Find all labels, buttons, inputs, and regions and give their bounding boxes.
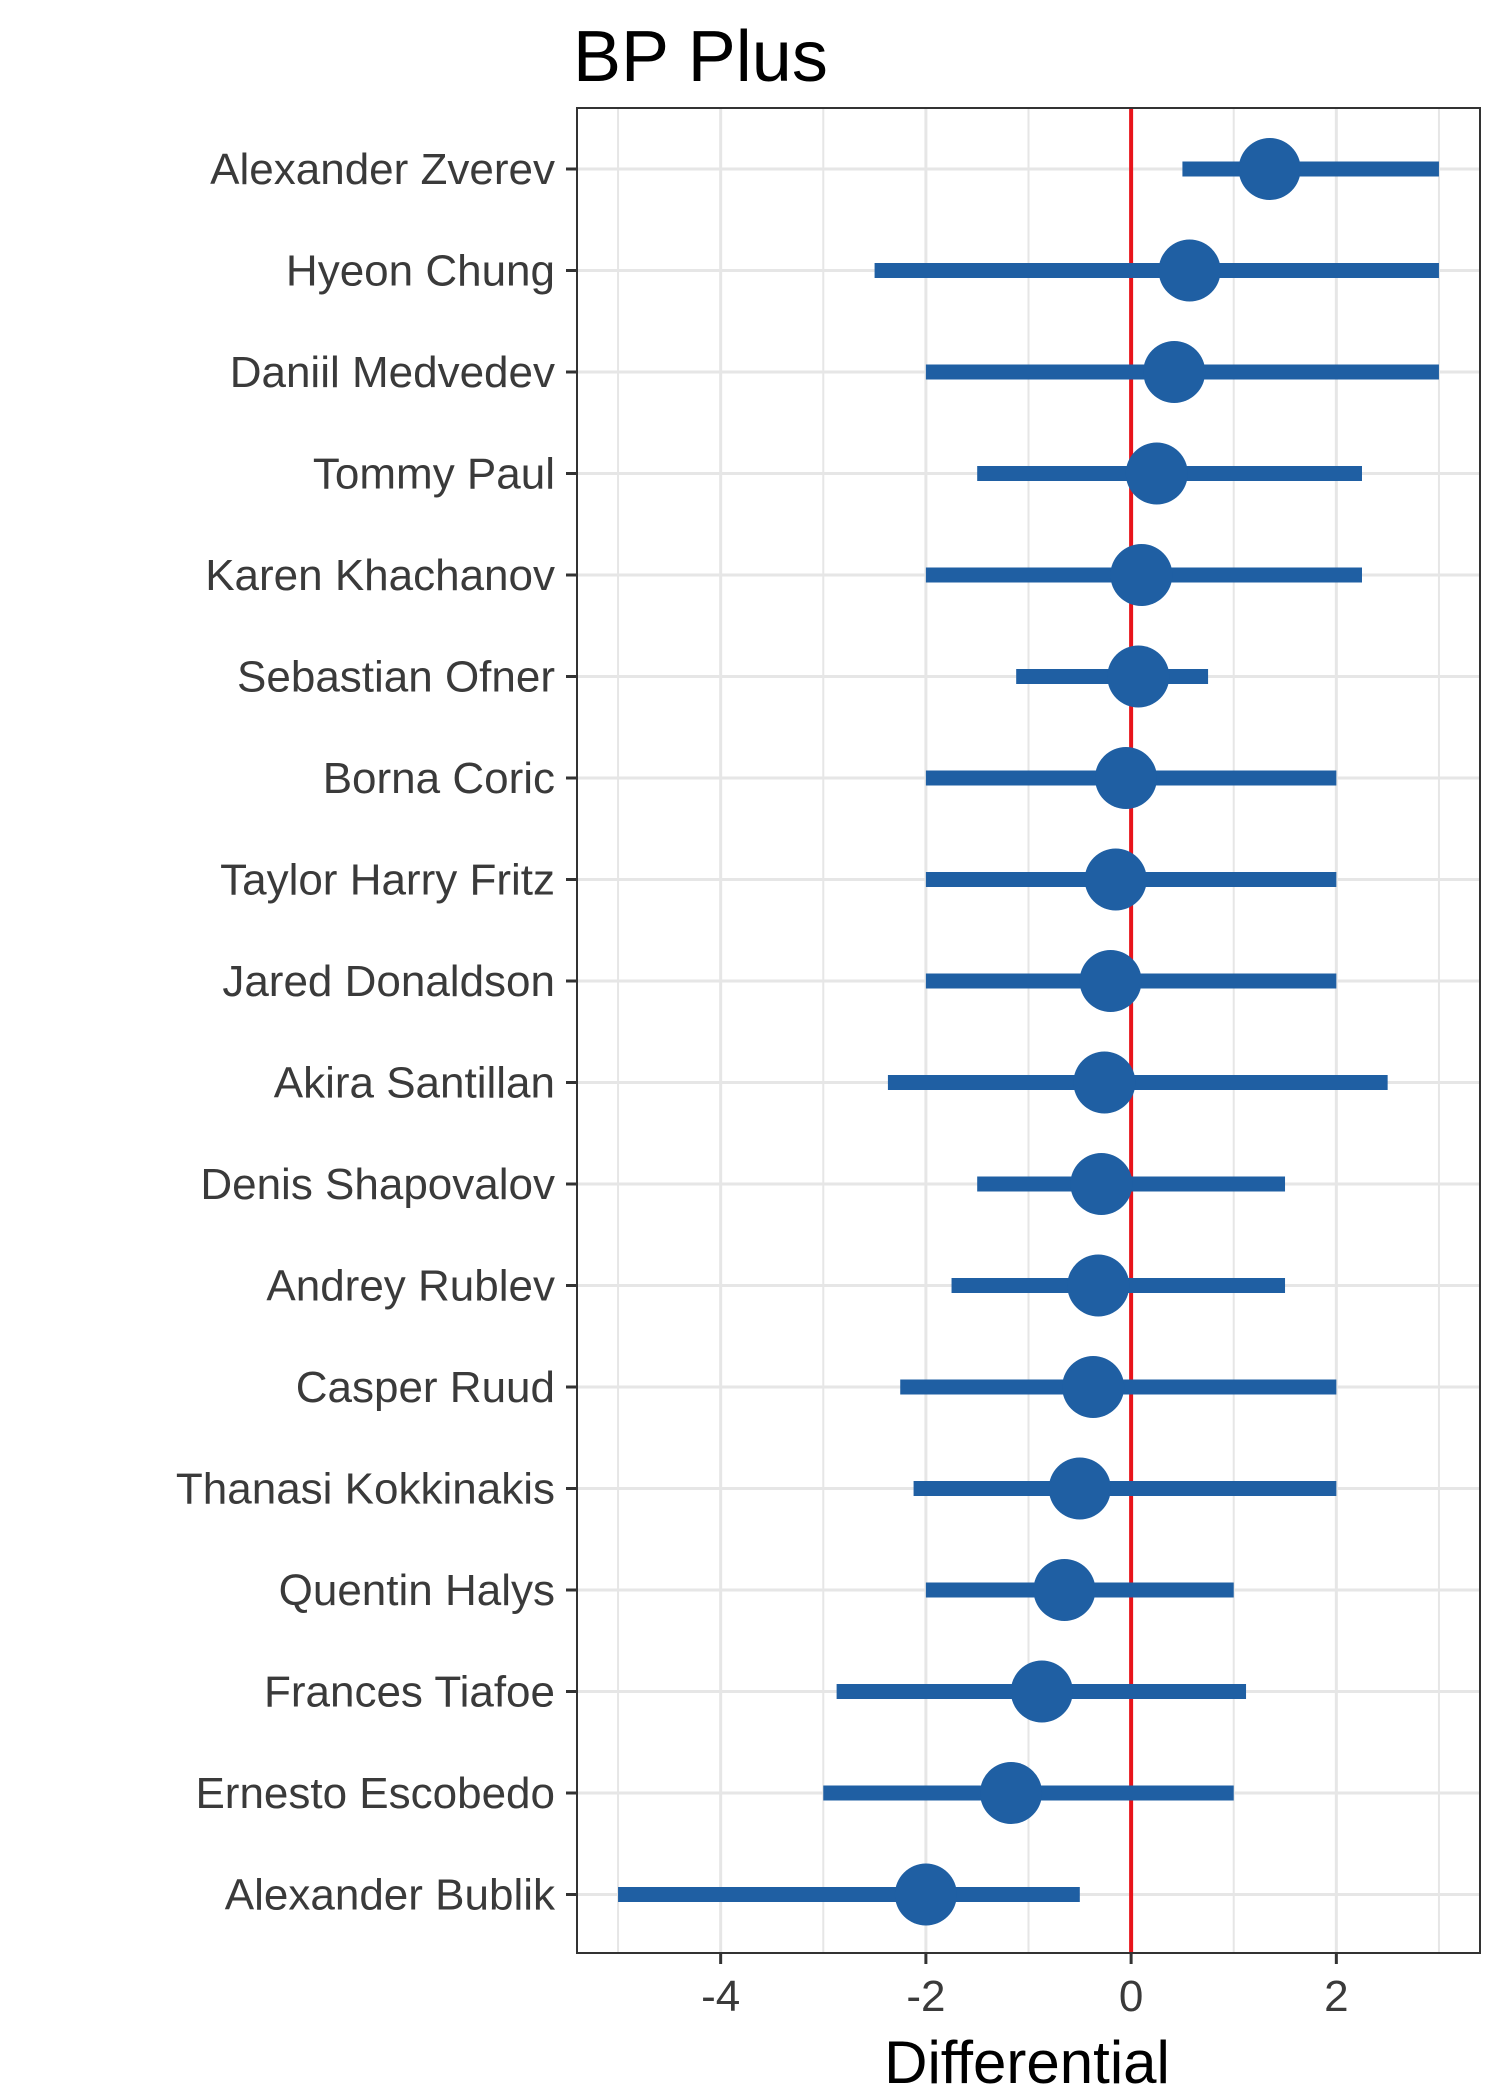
data-point [980,1762,1043,1824]
plot-area [576,107,1481,1954]
data-point [1010,1660,1073,1723]
y-tick-label: Alexander Bublik [225,1871,556,1920]
data-point [1033,1559,1096,1621]
data-point [1125,442,1188,505]
y-tick-label: Alexander Zverev [210,145,555,194]
y-tick-label: Ernesto Escobedo [195,1769,555,1818]
data-point [1062,1356,1125,1418]
y-tick-label: Andrey Rublev [266,1262,555,1311]
chart-title: BP Plus [573,17,828,97]
y-tick-label: Frances Tiafoe [264,1668,555,1717]
data-point [1073,1051,1136,1114]
y-tick-label: Borna Coric [323,754,555,803]
y-axis: Alexander Zverev Hyeon Chung Daniil Medved… [176,145,577,1920]
data-point [1094,747,1157,809]
x-tick-label: 0 [1119,1972,1143,2021]
data-point [1107,645,1170,708]
data-point [1238,138,1301,200]
x-tick-label: -2 [906,1972,945,2021]
y-tick-label: Sebastian Ofner [237,653,555,702]
y-tick-label: Karen Khachanov [205,551,555,600]
y-tick-label: Akira Santillan [274,1059,555,1108]
y-tick-label: Jared Donaldson [222,957,555,1006]
x-axis: -4 -2 0 2 [701,1953,1349,2021]
y-tick-label: Taylor Harry Fritz [220,856,555,905]
data-point [1158,239,1221,302]
data-point [1084,848,1147,911]
x-axis-label: Differential [884,2029,1170,2096]
data-point [894,1863,957,1926]
data-point [1143,341,1206,403]
data-point [1079,950,1142,1012]
y-tick-label: Casper Ruud [296,1363,555,1412]
y-tick-label: Quentin Halys [279,1566,555,1615]
data-point [1067,1254,1130,1317]
x-tick-label: -4 [701,1972,740,2021]
y-tick-label: Denis Shapovalov [200,1160,555,1209]
y-tick-label: Hyeon Chung [286,247,555,296]
data-point [1048,1457,1111,1520]
y-tick-label: Thanasi Kokkinakis [176,1465,555,1514]
x-tick-label: 2 [1324,1972,1348,2021]
y-tick-label: Tommy Paul [313,450,555,499]
data-point [1110,544,1173,606]
data-point [1070,1153,1133,1215]
panel-border [576,107,1481,1954]
y-tick-label: Daniil Medvedev [230,348,555,397]
